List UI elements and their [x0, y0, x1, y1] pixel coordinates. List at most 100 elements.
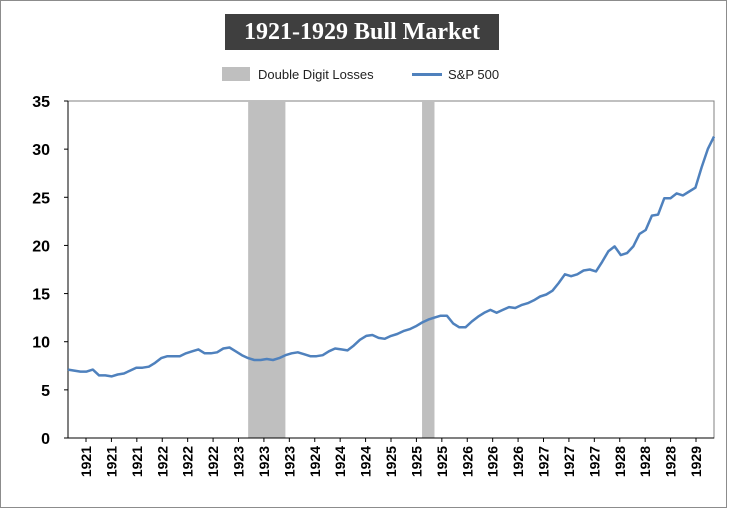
x-tick-label: 1928 [637, 446, 653, 477]
data-point [104, 374, 106, 376]
data-point [216, 351, 218, 353]
data-point [477, 315, 479, 317]
data-point [713, 135, 715, 137]
x-tick-label: 1921 [78, 446, 94, 477]
data-point [166, 355, 168, 357]
data-point [452, 322, 454, 324]
data-point [657, 213, 659, 215]
data-point [464, 326, 466, 328]
data-point [222, 347, 224, 349]
data-point [259, 359, 261, 361]
y-tick-label: 15 [32, 287, 50, 304]
x-tick-label: 1924 [332, 446, 348, 477]
data-point [514, 307, 516, 309]
x-tick-label: 1923 [256, 446, 272, 477]
data-point [433, 316, 435, 318]
data-point [172, 355, 174, 357]
data-point [526, 302, 528, 304]
data-point [694, 186, 696, 188]
data-point [79, 370, 81, 372]
legend-item-losses: Double Digit Losses [222, 64, 374, 84]
data-point [582, 269, 584, 271]
x-tick-label: 1926 [485, 446, 501, 477]
data-point [396, 333, 398, 335]
data-point [160, 357, 162, 359]
data-point [688, 190, 690, 192]
x-tick-label: 1927 [561, 446, 577, 477]
y-tick-label: 10 [32, 335, 50, 352]
x-tick-label: 1926 [510, 446, 526, 477]
y-tick-label: 20 [32, 238, 50, 255]
data-point [632, 245, 634, 247]
x-tick-label: 1929 [688, 446, 704, 477]
data-point [558, 282, 560, 284]
data-point [508, 306, 510, 308]
data-point [446, 315, 448, 317]
data-point [601, 261, 603, 263]
data-point [247, 357, 249, 359]
data-point [551, 289, 553, 291]
data-point [129, 369, 131, 371]
data-point [371, 334, 373, 336]
data-point [235, 350, 237, 352]
data-point [148, 366, 150, 368]
data-point [253, 359, 255, 361]
data-point [595, 270, 597, 272]
data-point [377, 337, 379, 339]
data-point [415, 325, 417, 327]
data-point [576, 273, 578, 275]
x-tick-label: 1923 [231, 446, 247, 477]
x-tick-label: 1921 [103, 446, 119, 477]
data-point [116, 373, 118, 375]
data-point [154, 362, 156, 364]
data-point [471, 320, 473, 322]
data-point [297, 351, 299, 353]
data-point [334, 347, 336, 349]
data-point [210, 352, 212, 354]
data-point [607, 250, 609, 252]
data-point [651, 214, 653, 216]
data-point [669, 197, 671, 199]
x-tick-label: 1924 [307, 446, 323, 477]
data-point [570, 275, 572, 277]
data-point [644, 229, 646, 231]
data-point [340, 348, 342, 350]
data-point [707, 148, 709, 150]
data-point [502, 309, 504, 311]
data-point [228, 346, 230, 348]
data-point [638, 233, 640, 235]
data-point [85, 370, 87, 372]
x-tick-label: 1922 [205, 446, 221, 477]
y-tick-label: 25 [32, 190, 50, 207]
legend-swatch-shaded [222, 67, 250, 81]
data-point [123, 372, 125, 374]
x-tick-label: 1925 [434, 446, 450, 477]
data-point [303, 353, 305, 355]
x-tick-label: 1926 [459, 446, 475, 477]
data-point [110, 375, 112, 377]
data-point [458, 326, 460, 328]
data-point [328, 350, 330, 352]
data-point [613, 245, 615, 247]
shaded-region-1 [248, 101, 286, 438]
data-point [179, 355, 181, 357]
data-point [439, 315, 441, 317]
y-tick-label: 30 [32, 142, 50, 159]
data-point [533, 299, 535, 301]
y-tick-label: 5 [41, 383, 50, 400]
data-point [73, 369, 75, 371]
data-point [266, 358, 268, 360]
data-point [67, 368, 69, 370]
data-point [290, 352, 292, 354]
data-point [92, 368, 94, 370]
data-point [309, 355, 311, 357]
data-point [682, 194, 684, 196]
data-point [321, 354, 323, 356]
data-point [408, 328, 410, 330]
data-point [663, 197, 665, 199]
data-point [241, 354, 243, 356]
x-tick-label: 1924 [358, 446, 374, 477]
x-tick-label: 1925 [408, 446, 424, 477]
y-tick-label: 0 [41, 431, 50, 448]
shaded-region-2 [422, 101, 435, 438]
